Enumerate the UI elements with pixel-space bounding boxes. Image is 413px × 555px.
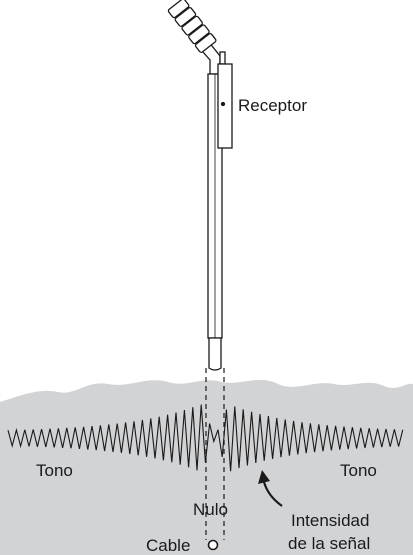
receiver-label: Receptor (238, 96, 307, 115)
signal-strength-label-line2: de la señal (288, 534, 370, 553)
tone-label-right: Tono (340, 461, 377, 480)
tone-label-left: Tono (36, 461, 73, 480)
cable-label: Cable (146, 536, 190, 555)
receiver-box (217, 63, 233, 149)
null-label: Nulo (193, 500, 228, 519)
signal-waveform (7, 404, 404, 472)
rod-grip (167, 0, 217, 53)
signal-strength-label-line1: Intensidad (291, 511, 369, 530)
signal-strength-arrow (258, 470, 283, 507)
receiver-rod (167, 0, 233, 371)
cable-marker (207, 539, 219, 551)
